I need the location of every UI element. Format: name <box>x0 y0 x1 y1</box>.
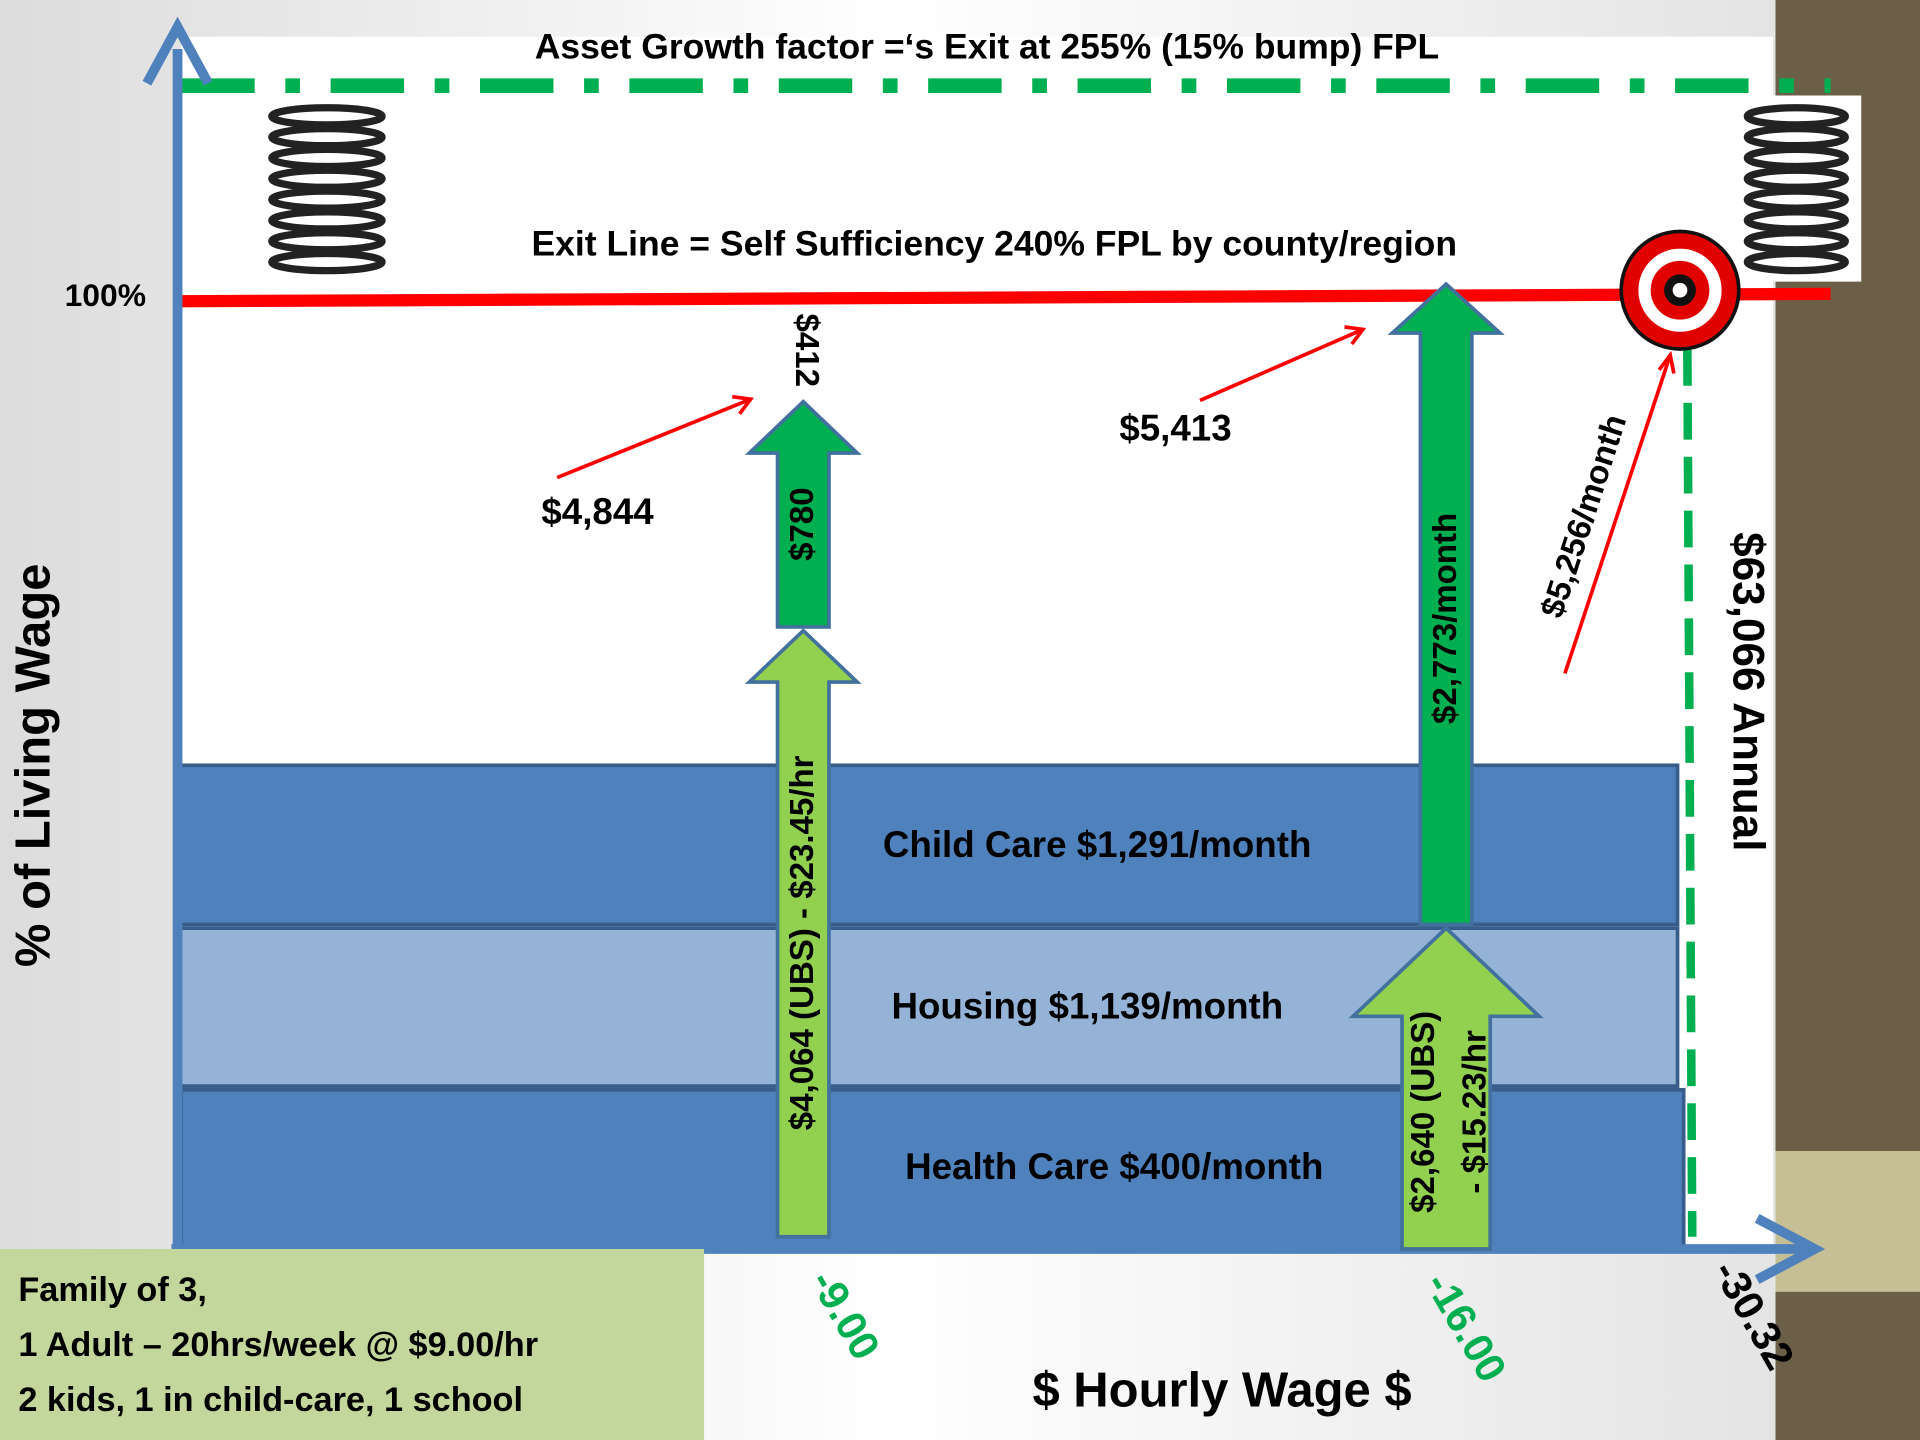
band-label: Housing $1,139/month <box>891 986 1283 1027</box>
arrow-gain-high <box>1387 281 1505 927</box>
ubs-low-label: $4,064 (UBS) - $23.45/hr <box>784 755 821 1130</box>
arrow-gain-low <box>744 399 862 629</box>
band-label: Child Care $1,291/month <box>883 824 1312 865</box>
target-drop-line <box>1683 348 1697 1237</box>
total-low-label: $4,844 <box>541 491 654 532</box>
spring-left <box>268 104 386 275</box>
y-mark-label: 100% <box>65 277 146 313</box>
gap-low-label: $412 <box>788 313 825 387</box>
info-box <box>0 1248 705 1440</box>
annual-label: $63,066 Annual <box>1723 532 1772 851</box>
gain-low-label: $780 <box>784 487 821 561</box>
ubs-high-label: $2,640 (UBS) <box>1405 1011 1442 1213</box>
spring-right <box>1743 104 1849 275</box>
pointer-arrows <box>556 325 1676 675</box>
target <box>1619 229 1741 351</box>
arrow-ubs-low <box>744 628 862 1239</box>
gain-high-label: $2,773/month <box>1427 513 1464 724</box>
side-band <box>1775 1151 1920 1292</box>
exit-line-label: Exit Line = Self Sufficiency 240% FPL by… <box>532 223 1458 263</box>
band-label: Health Care $400/month <box>905 1146 1323 1187</box>
info-line: 1 Adult – 20hrs/week @ $9.00/hr <box>18 1326 538 1364</box>
exit-line <box>177 287 1831 308</box>
ubs-high-label: - $15.23/hr <box>1456 1030 1493 1194</box>
y-axis-title: % of Living Wage <box>7 564 61 968</box>
x-axis-title: $ Hourly Wage $ <box>1032 1363 1411 1417</box>
y-axis-arrow <box>142 16 213 86</box>
x-axis-arrow <box>1754 1214 1826 1284</box>
info-line: Family of 3, <box>18 1271 207 1309</box>
arrow-ubs-high <box>1348 925 1544 1251</box>
info-line: 2 kids, 1 in child-care, 1 school <box>18 1381 523 1419</box>
total-high-label: $5,413 <box>1119 408 1231 449</box>
top-line-label: Asset Growth factor =‘s Exit at 255% (15… <box>535 26 1440 66</box>
